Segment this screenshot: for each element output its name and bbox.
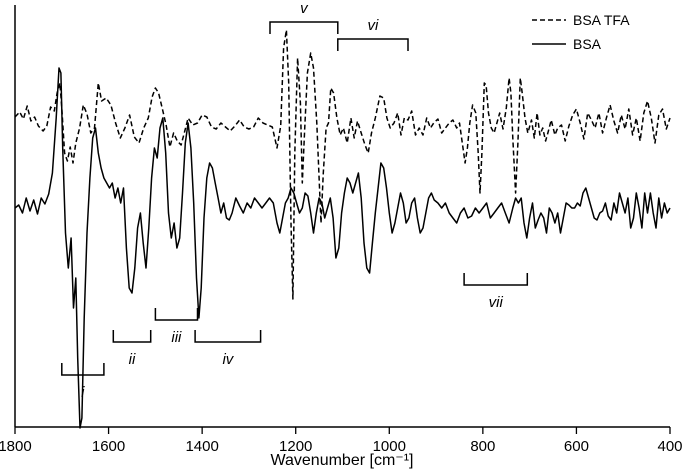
region-bracket-i (61, 363, 105, 376)
region-label-vi: vi (367, 17, 379, 34)
series-line-bsa (14, 67, 671, 429)
x-tick-label: 1800 (0, 438, 32, 455)
x-axis-title: Wavenumber [cm⁻¹] (271, 452, 414, 469)
region-label-iii: iii (171, 329, 182, 346)
region-bracket-vi (337, 38, 409, 51)
region-bracket-v (269, 21, 339, 34)
x-tick-label: 400 (657, 438, 682, 455)
legend-label-bsa-tfa: BSA TFA (573, 12, 630, 28)
legend: BSA TFA BSA (532, 12, 630, 52)
region-bracket-iii (154, 308, 199, 321)
region-label-vii: vii (489, 294, 504, 311)
region-bracket-ii (112, 330, 152, 343)
region-label-i: i (81, 384, 85, 401)
legend-label-bsa: BSA (573, 36, 602, 52)
x-tick-label: 1000 (373, 438, 406, 455)
region-label-v: v (300, 0, 309, 17)
region-bracket-vii (463, 273, 529, 286)
series-layer (14, 29, 671, 429)
x-tick-label: 600 (564, 438, 589, 455)
region-bracket-iv (194, 330, 262, 343)
region-label-ii: ii (129, 351, 136, 368)
x-tick-label: 1200 (279, 438, 312, 455)
x-tick-label: 1400 (185, 438, 218, 455)
x-tick-label: 800 (470, 438, 495, 455)
x-axis: 1800 1600 1400 1200 1000 800 600 400 (0, 5, 683, 455)
region-label-iv: iv (222, 351, 234, 368)
x-tick-label: 1600 (92, 438, 125, 455)
series-line-bsa-tfa (14, 29, 671, 300)
